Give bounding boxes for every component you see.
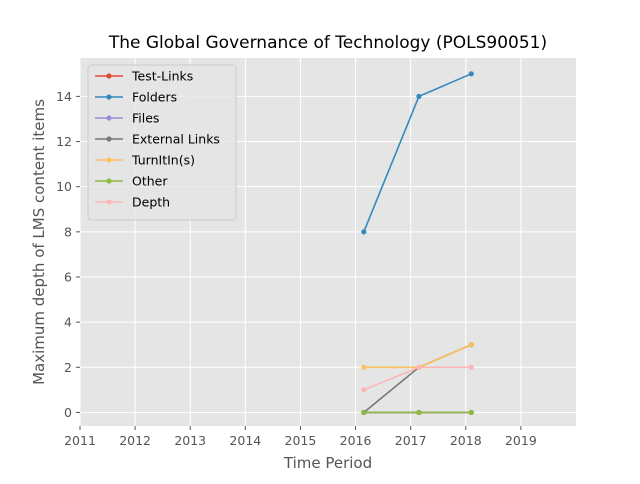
legend-label: Folders (132, 90, 177, 105)
data-point (468, 409, 474, 416)
x-axis-label: Time Period (283, 454, 372, 472)
y-tick-label: 14 (56, 89, 72, 104)
data-point (361, 229, 367, 235)
x-tick-label: 2013 (174, 433, 206, 448)
data-point (361, 387, 367, 393)
y-tick-label: 10 (56, 179, 72, 194)
series-folders (361, 71, 474, 235)
data-point (416, 409, 422, 416)
x-tick-label: 2014 (229, 433, 261, 448)
series-other (361, 409, 474, 416)
legend-swatch-marker (106, 115, 112, 121)
x-tick-label: 2019 (505, 433, 537, 448)
legend-label: TurnItIn(s) (131, 153, 195, 168)
x-tick-label: 2012 (119, 433, 151, 448)
legend-label: Files (132, 111, 159, 126)
data-point (468, 342, 474, 348)
x-axis-ticks: 2011 2012 2013 2014 2015 2016 2017 2018 2019 (64, 426, 537, 448)
data-point (416, 93, 422, 99)
data-point (361, 364, 367, 370)
data-point (361, 409, 367, 416)
y-tick-label: 4 (64, 315, 72, 330)
x-tick-label: 2018 (450, 433, 482, 448)
y-axis-ticks: 0 2 4 6 8 10 12 14 (56, 89, 80, 420)
x-tick-label: 2015 (285, 433, 317, 448)
legend-label: Other (132, 174, 168, 189)
legend-label: External Links (132, 132, 220, 147)
y-tick-label: 8 (64, 224, 72, 239)
legend-swatch-marker (106, 157, 112, 163)
legend-swatch-marker (106, 136, 112, 142)
chart-title: The Global Governance of Technology (POL… (108, 33, 547, 53)
data-point (416, 364, 422, 370)
y-tick-label: 2 (64, 360, 72, 375)
x-tick-label: 2016 (340, 433, 372, 448)
series-depth (361, 364, 474, 393)
x-tick-label: 2017 (395, 433, 427, 448)
data-point (468, 71, 474, 77)
y-tick-label: 6 (64, 269, 72, 284)
data-point (468, 364, 474, 370)
legend-label: Depth (132, 195, 170, 210)
y-tick-label: 12 (56, 134, 72, 149)
y-tick-label: 0 (64, 405, 72, 420)
legend-label: Test-Links (131, 69, 193, 84)
legend-swatch-marker (106, 73, 112, 79)
y-axis-label: Maximum depth of LMS content items (30, 99, 48, 385)
legend-swatch-marker (106, 199, 112, 205)
x-tick-label: 2011 (64, 433, 96, 448)
series (361, 71, 474, 416)
legend-swatch-marker (106, 94, 112, 100)
legend: Test-Links Folders Files External Links Turn… (87, 64, 237, 221)
legend-box (87, 64, 237, 221)
legend-swatch-marker (106, 178, 112, 184)
